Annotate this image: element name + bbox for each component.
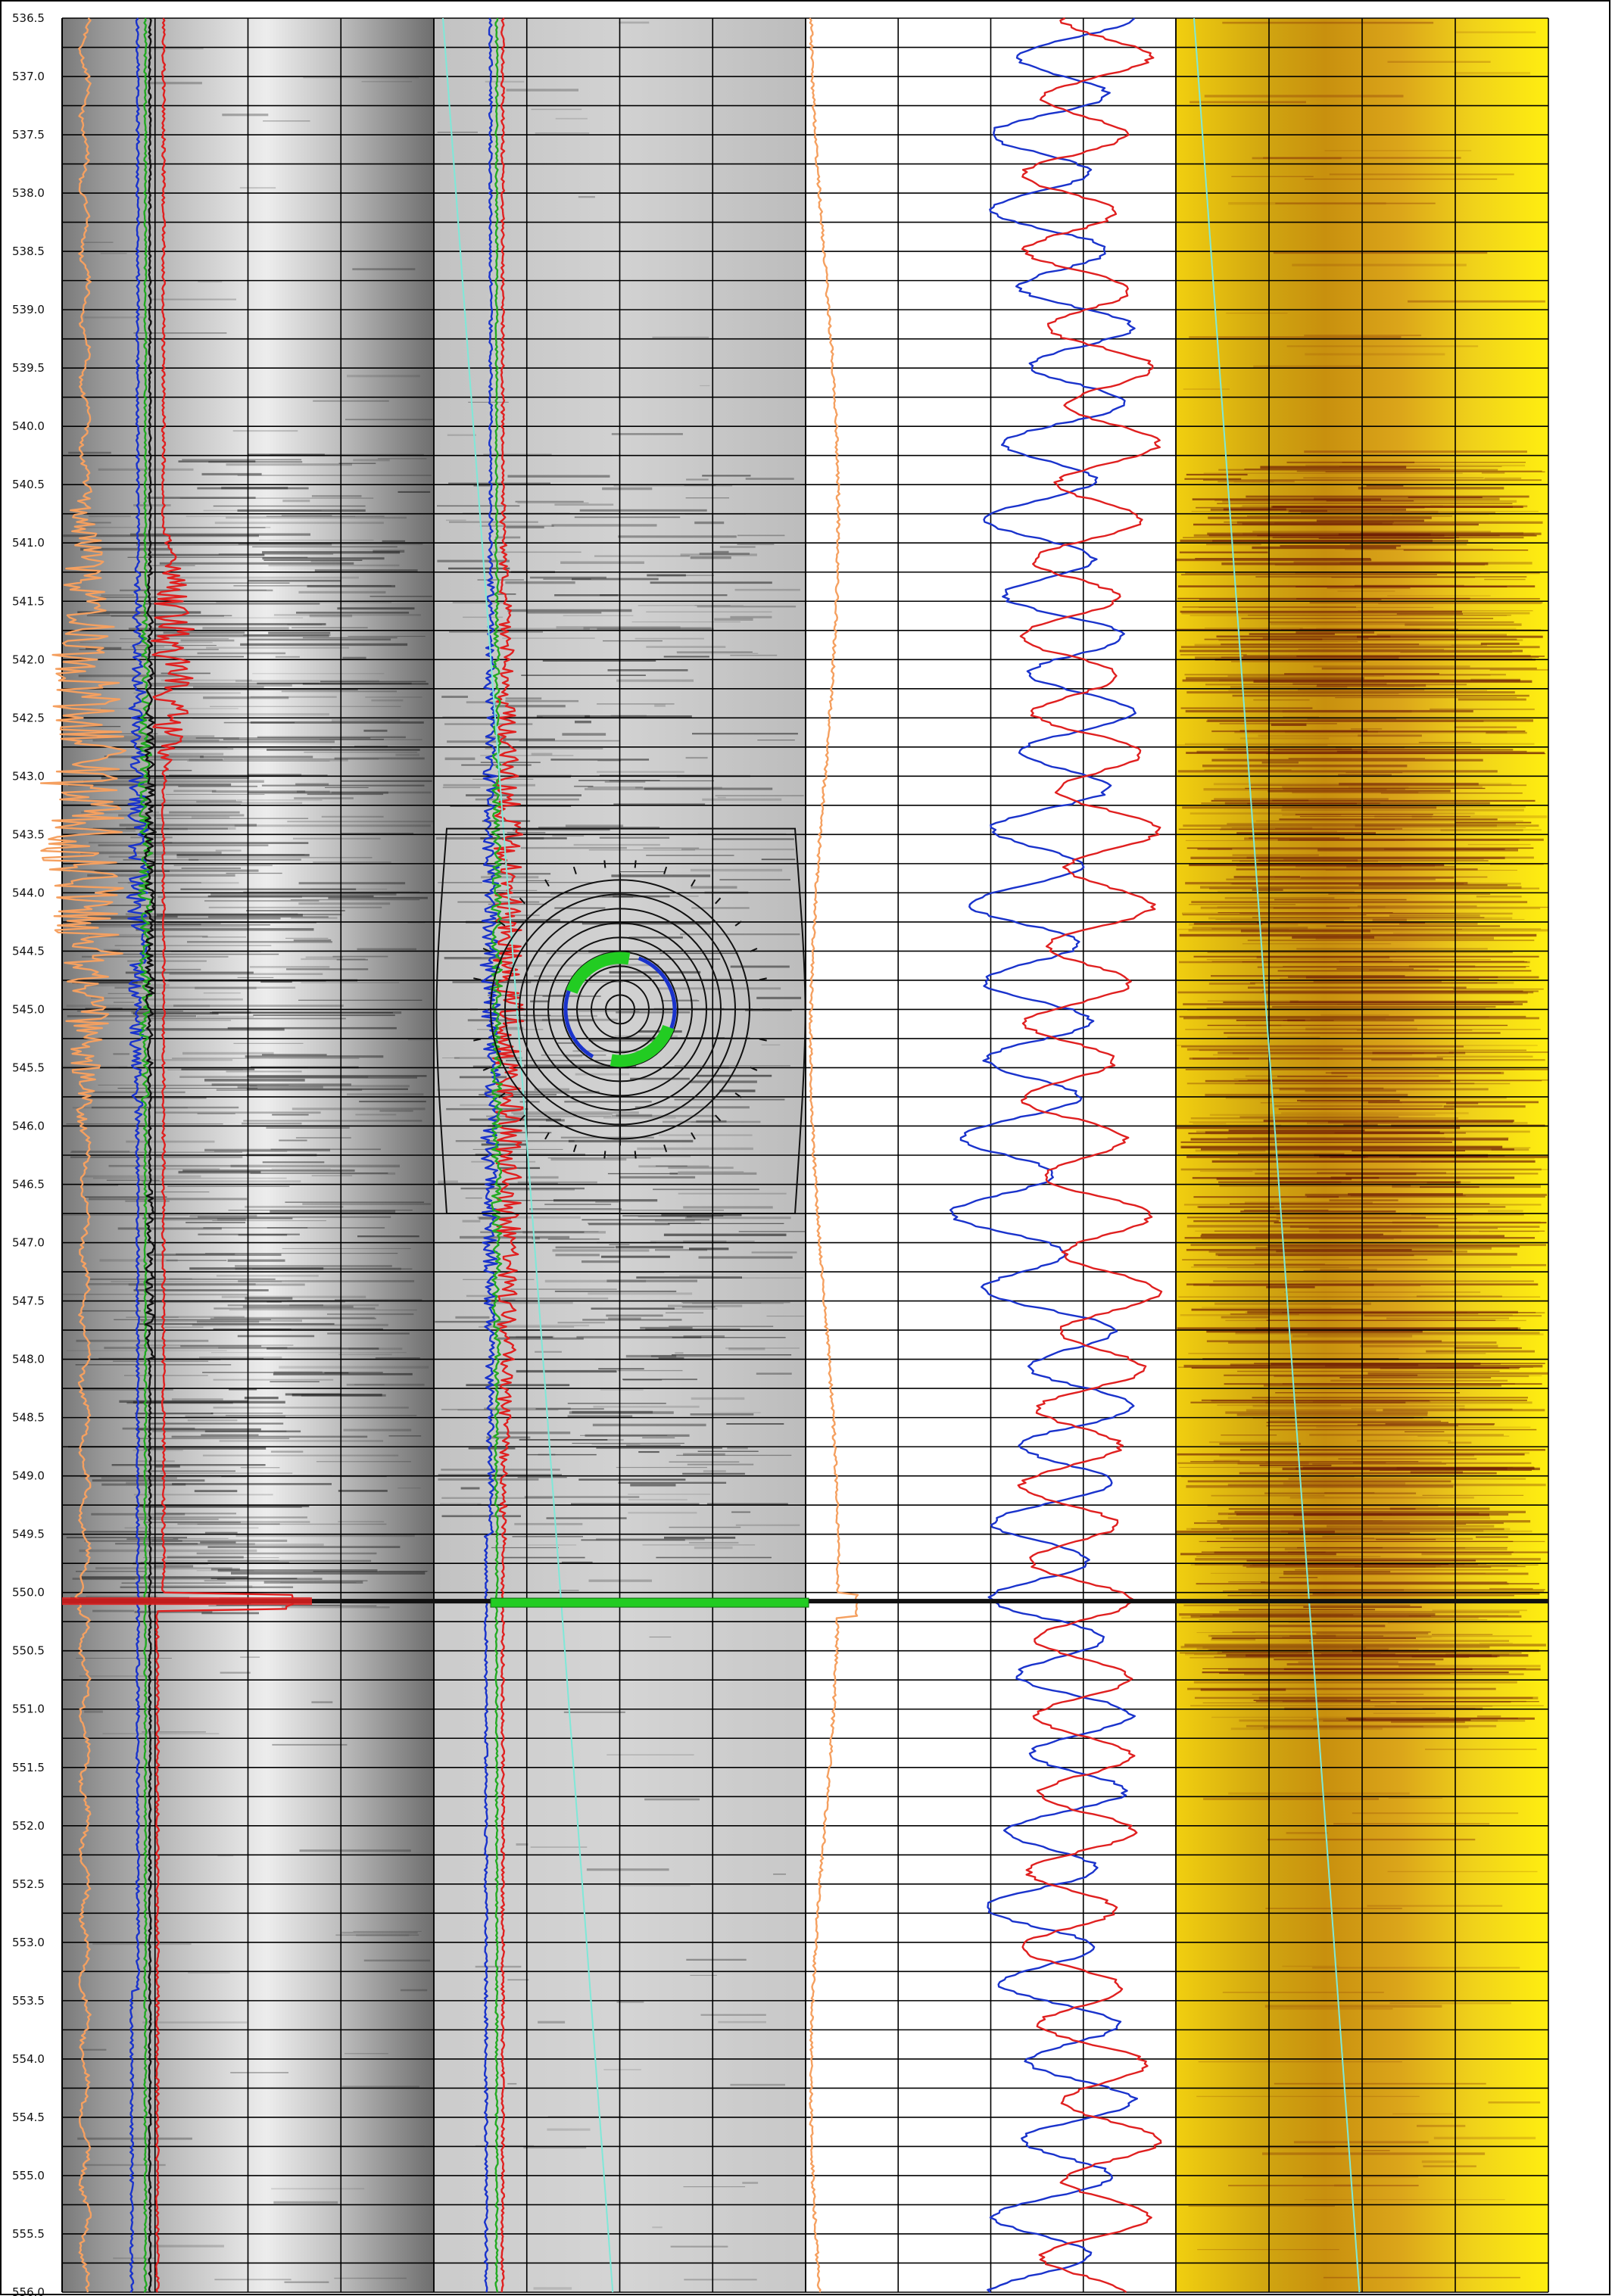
polar-tick	[691, 1132, 696, 1140]
curve-track-1-3	[143, 17, 157, 2293]
depth-tick-label: 540.5	[12, 478, 45, 491]
polar-tick	[663, 866, 668, 874]
depth-tick-label: 553.0	[12, 1936, 45, 1949]
polar-arc-green-1	[566, 952, 631, 995]
depth-tick-label: 549.5	[12, 1528, 45, 1541]
event-marker	[62, 1597, 1548, 1608]
curve-track-1-2	[137, 17, 154, 2293]
polar-arc-blue-2	[638, 956, 677, 1029]
depth-tick-label: 536.5	[12, 11, 45, 25]
polar-tick	[759, 1038, 767, 1042]
polar-tick	[663, 1144, 668, 1153]
curve-track-3-11	[1017, 17, 1163, 2294]
polar-arc-green-2	[610, 1024, 675, 1067]
depth-tick-label: 553.5	[12, 1994, 45, 2008]
curve-track-2-7	[490, 17, 504, 2293]
depth-tick-label: 543.5	[12, 827, 45, 841]
polar-inset	[435, 827, 806, 1215]
depth-tick-label: 542.0	[12, 653, 45, 666]
polar-tick	[498, 1092, 506, 1098]
polar-tick	[544, 1132, 550, 1140]
depth-tick-label: 537.5	[12, 128, 45, 142]
depth-tick-label: 550.5	[12, 1644, 45, 1658]
depth-tick-label: 538.0	[12, 186, 45, 200]
depth-tick-label: 541.5	[12, 594, 45, 608]
polar-tick	[734, 921, 742, 927]
depth-tick-label: 544.5	[12, 944, 45, 958]
curve-track-2-5	[479, 17, 501, 2293]
depth-tick-label: 538.5	[12, 245, 45, 258]
polar-tick	[759, 977, 767, 981]
polar-tick	[750, 947, 758, 952]
depth-tick-label: 546.5	[12, 1178, 45, 1192]
polar-tick	[715, 897, 722, 905]
track-2-sparse-streaks	[437, 21, 800, 2290]
depth-tick-label: 548.0	[12, 1353, 45, 1366]
polar-tick	[498, 921, 506, 927]
polar-tick	[544, 879, 550, 887]
depth-tick-label: 542.5	[12, 711, 45, 724]
depth-tick-label: 551.0	[12, 1703, 45, 1716]
depth-tick-label: 555.0	[12, 2169, 45, 2182]
depth-tick-label: 550.0	[12, 1586, 45, 1600]
image-texture	[62, 21, 1548, 2290]
polar-tick	[572, 866, 577, 874]
polar-tick	[603, 1151, 606, 1159]
polar-tick	[572, 1144, 577, 1153]
depth-tick-label: 544.0	[12, 886, 45, 899]
polar-tick	[603, 860, 606, 868]
depth-tick-label: 554.5	[12, 2111, 45, 2124]
depth-tick-label: 537.0	[12, 70, 45, 83]
depth-tick-label: 551.5	[12, 1761, 45, 1774]
event-spike	[62, 1597, 312, 1606]
polar-tick	[734, 1092, 742, 1098]
polar-arc-blue-1	[563, 989, 594, 1058]
polar-tick	[473, 977, 482, 981]
polar-frame	[435, 827, 806, 1215]
polar-tick	[482, 947, 491, 952]
depth-tick-label: 548.5	[12, 1411, 45, 1425]
depth-tick-label: 543.0	[12, 769, 45, 783]
polar-tick	[691, 879, 696, 887]
depth-tick-label: 540.0	[12, 419, 45, 433]
polar-tick	[482, 1066, 491, 1071]
depth-tick-label: 539.5	[12, 361, 45, 375]
depth-tick-label: 539.0	[12, 303, 45, 316]
log-curves	[39, 17, 1361, 2294]
curve-track-2-6	[492, 17, 525, 2293]
polar-tick	[750, 1066, 758, 1071]
depth-tick-label: 549.0	[12, 1469, 45, 1483]
depth-tick-label: 556.0	[12, 2285, 45, 2296]
depth-tick-label: 555.5	[12, 2227, 45, 2241]
polar-tick	[634, 1151, 637, 1159]
event-bar	[490, 1597, 809, 1608]
curve-track-1-4	[150, 17, 295, 2293]
depth-tick-label: 546.0	[12, 1120, 45, 1133]
depth-tick-label: 545.0	[12, 1002, 45, 1016]
polar-tick	[519, 897, 525, 905]
depth-tick-label: 545.5	[12, 1061, 45, 1075]
curve-track-3-10	[949, 17, 1138, 2293]
track-1-sparse-streaks	[63, 47, 433, 2283]
depth-tick-label: 547.5	[12, 1294, 45, 1308]
polar-tick	[519, 1114, 525, 1122]
depth-tick-label: 552.5	[12, 1877, 45, 1891]
curve-track-1-1	[126, 17, 151, 2293]
depth-tick-label: 547.0	[12, 1236, 45, 1250]
curve-track-3-9	[808, 17, 859, 2293]
polar-tick	[634, 860, 637, 868]
depth-tick-label: 554.0	[12, 2052, 45, 2066]
curve-track-2-8	[442, 17, 614, 2293]
curve-track-4-12	[1193, 17, 1361, 2293]
depth-axis: 536.5 537.0 537.5 538.0 538.5 539.0 539.5 540.0…	[12, 11, 45, 2296]
curve-track-1-0	[39, 17, 126, 2293]
depth-tick-label: 541.0	[12, 536, 45, 550]
polar-tick	[715, 1114, 722, 1122]
polar-tick	[473, 1038, 482, 1042]
depth-tick-label: 552.0	[12, 1819, 45, 1833]
track-4-streaks	[1176, 461, 1548, 1731]
